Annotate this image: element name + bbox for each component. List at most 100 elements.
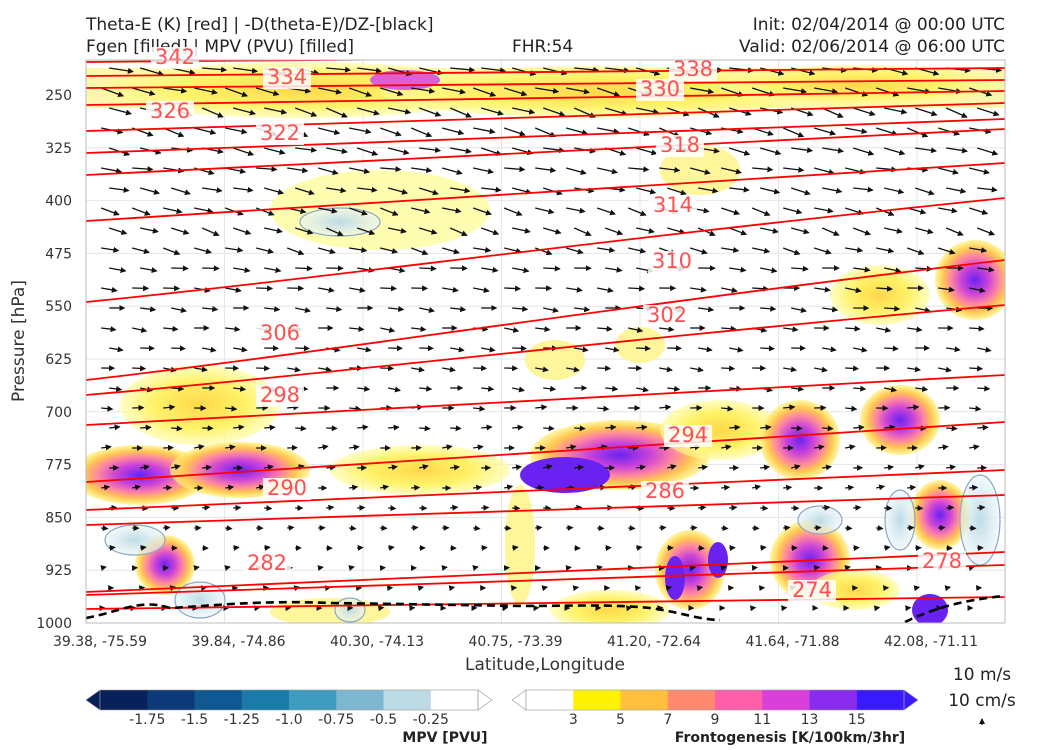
- wind-vector: [876, 484, 886, 491]
- wind-vector: [171, 187, 191, 196]
- wind-vector: [597, 325, 613, 332]
- wind-vector: [256, 166, 278, 173]
- wind-vector: [906, 247, 925, 256]
- wind-vector: [450, 346, 465, 353]
- stability-contour: [86, 594, 1005, 623]
- wind-vector: [448, 585, 456, 592]
- wind-vector: [109, 385, 123, 392]
- theta-e-label: 278: [922, 549, 962, 573]
- colorbar-swatch: [147, 690, 196, 710]
- wind-vector: [232, 147, 255, 156]
- wind-vector: [171, 265, 189, 272]
- fgen-blob: [520, 457, 610, 493]
- colorbar-swatch: [620, 690, 669, 710]
- wind-vector: [380, 285, 398, 292]
- wind-vector: [884, 464, 894, 471]
- wind-vector: [698, 346, 713, 353]
- wind-vector: [969, 365, 984, 372]
- wind-vector: [388, 505, 397, 512]
- wind-vector: [969, 247, 988, 254]
- wind-vector: [287, 167, 309, 174]
- wind-vector: [822, 464, 832, 471]
- wind-vector: [140, 544, 147, 551]
- wind-vector: [946, 147, 968, 154]
- wind-vector: [512, 107, 536, 115]
- wind-vector: [915, 147, 937, 154]
- wind-vector: [264, 544, 271, 551]
- wind-vector: [749, 605, 757, 612]
- wind-vector: [814, 207, 834, 214]
- fgen-blob: [270, 170, 490, 250]
- wind-vector: [605, 424, 617, 431]
- wind-reference-horizontal: 10 m/s: [953, 665, 1011, 685]
- colorbar-tick-label: 3: [569, 712, 578, 728]
- wind-vector: [760, 305, 777, 312]
- wind-vector: [814, 444, 825, 451]
- wind-vector: [287, 524, 295, 531]
- mpv-colorbar-title: MPV [PVU]: [402, 730, 487, 746]
- y-axis-ticks: 250 325 400 475 550 625 700 775 850 925 1000: [36, 88, 72, 632]
- theta-e-label: 302: [647, 303, 687, 327]
- wind-vector: [109, 424, 121, 431]
- wind-vector: [481, 504, 490, 511]
- colorbar-swatch: [336, 690, 385, 710]
- wind-vector: [349, 444, 360, 451]
- mpv-colorbar: -1.75 -1.5 -1.25 -1.0 -0.75 -0.5 -0.25: [85, 689, 493, 728]
- theta-e-contour: [86, 304, 1005, 396]
- wind-vector: [627, 207, 647, 217]
- wind-vector: [233, 346, 248, 353]
- wind-vector: [535, 524, 543, 531]
- wind-vector: [418, 107, 442, 117]
- wind-vector: [938, 366, 952, 373]
- wind-vector: [132, 484, 142, 491]
- wind-vector: [944, 585, 952, 592]
- fgen-blob: [860, 385, 940, 455]
- wind-vector: [853, 504, 862, 511]
- theta-e-label: 306: [260, 321, 300, 345]
- wind-vector: [822, 147, 844, 154]
- wind-vector: [783, 404, 796, 411]
- wind-vector: [535, 207, 555, 215]
- wind-vector: [442, 247, 460, 255]
- wind-vector: [140, 464, 150, 471]
- wind-vector: [760, 67, 785, 76]
- wind-vector: [163, 484, 173, 491]
- wind-vector: [295, 425, 307, 432]
- wind-vector: [377, 605, 385, 612]
- wind-vector: [783, 366, 797, 373]
- wind-vector: [101, 326, 117, 333]
- wind-vector: [783, 166, 805, 173]
- wind-vector: [225, 484, 235, 491]
- wind-vector: [752, 285, 770, 292]
- wind-vector: [163, 285, 181, 292]
- wind-vector: [969, 287, 986, 294]
- wind-vector: [473, 405, 486, 412]
- wind-vector: [605, 107, 628, 116]
- wind-vector: [534, 247, 553, 256]
- wind-vector: [844, 565, 851, 571]
- wind-vector: [760, 424, 772, 431]
- wind-vector: [264, 187, 285, 195]
- theta-e-label: 282: [247, 551, 287, 575]
- colorbar-swatch: [194, 690, 243, 710]
- wind-vector: [326, 147, 348, 154]
- theta-e-contour: [86, 197, 1005, 303]
- wind-vector: [109, 267, 127, 274]
- wind-vector: [419, 227, 438, 235]
- wind-vector: [969, 325, 985, 332]
- wind-vector: [512, 544, 519, 551]
- wind-vector: [256, 365, 271, 372]
- wind-vector: [379, 207, 399, 216]
- wind-vector: [543, 147, 566, 154]
- theta-e-contour: [86, 551, 1005, 593]
- wind-vector: [256, 247, 274, 254]
- wind-vector: [194, 87, 218, 95]
- x-axis-ticks: 39.38, -75.59 39.84, -74.86 40.30, -74.13 4…: [53, 634, 978, 650]
- wind-vector: [109, 67, 134, 74]
- wind-vector: [162, 247, 181, 256]
- wind-vector: [906, 127, 929, 138]
- contour-label-bg: [669, 59, 717, 81]
- wind-vector: [535, 326, 551, 333]
- wind-vector: [101, 484, 111, 491]
- wind-vector: [636, 544, 643, 551]
